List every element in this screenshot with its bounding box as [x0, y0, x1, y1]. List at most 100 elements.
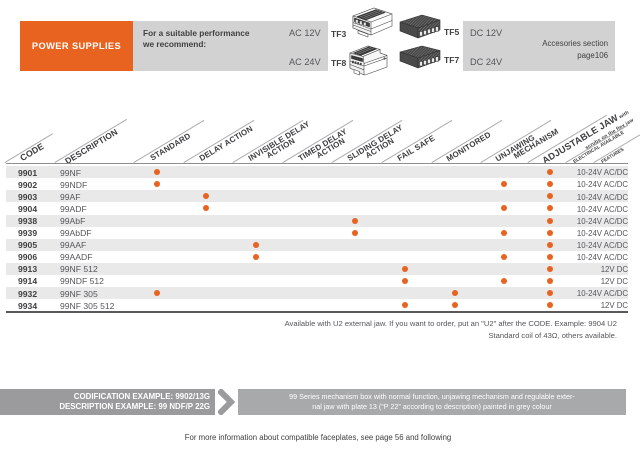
table-row-9902: 9902 99NDF 10-24V AC/DC	[6, 178, 628, 191]
header-rule-features	[593, 133, 640, 163]
row-voltage: 10-24V AC/DC	[576, 228, 628, 238]
feature-dot-adjustable_jaw	[547, 229, 553, 236]
row-code: 9904	[18, 203, 38, 214]
feature-dot-adjustable_jaw	[547, 241, 553, 248]
codification-description-box: 99 Series mechanism box with normal func…	[238, 389, 626, 415]
row-description: 99NF 512	[60, 264, 98, 275]
order-note: Available with U2 external jaw. If you w…	[284, 319, 617, 340]
table-row-9901: 9901 99NF 10-24V AC/DC	[6, 166, 628, 179]
feature-dot-adjustable_jaw	[547, 265, 553, 272]
row-voltage: 12V DC	[600, 301, 628, 311]
transformer-tf8-image	[349, 45, 388, 76]
header-rule-monitored	[431, 119, 503, 163]
feature-dot-adjustable_jaw	[547, 181, 553, 188]
row-description: 99NDF 512	[60, 276, 104, 287]
table-row-9932: 9932 99NF 305 10-24V AC/DC	[6, 287, 628, 300]
header-rule-fail_safe	[381, 119, 453, 163]
row-voltage: 12V DC	[600, 265, 628, 275]
row-voltage: 10-24V AC/DC	[576, 192, 628, 202]
table-row-9905: 9905 99AAF 10-24V AC/DC	[6, 238, 628, 251]
column-header-sliding_delay: SLIDING DELAY ACTION	[345, 122, 407, 168]
recommend-text: For a suitable performance we recommend:	[143, 28, 250, 49]
tf7-label: TF7	[444, 55, 460, 65]
feature-dot-invisible_delay	[253, 253, 259, 260]
feature-dot-fail_safe	[402, 302, 408, 309]
row-description: 99NF	[60, 167, 82, 178]
header-rule-adjustable_jaw	[527, 114, 607, 163]
column-header-fail_safe: FAIL SAFE	[395, 133, 437, 163]
tf3-label: TF3	[331, 29, 347, 39]
codification-box: CODIFICATION EXAMPLE: 9902/13G DESCRIPTI…	[0, 389, 215, 415]
row-description: 99AADF	[60, 252, 93, 263]
row-description: 99AF	[60, 191, 81, 202]
column-header-line: ACTION	[315, 135, 347, 160]
table-row-9934: 9934 99NF 305 512 12V DC	[6, 299, 628, 312]
row-voltage: 10-24V AC/DC	[576, 289, 628, 299]
header-rule-timed_delay	[282, 119, 354, 163]
dc-24v-label: DC 24V	[470, 57, 503, 67]
table-row-9904: 9904 99ADF 10-24V AC/DC	[6, 202, 628, 215]
row-code: 9932	[18, 288, 38, 299]
feature-dot-unjawing	[501, 229, 507, 236]
header-rule-electrical	[565, 125, 628, 163]
dc-accessories-box: DC 12V DC 24V Accesories section page106	[463, 21, 615, 71]
row-description: 99AbDF	[60, 228, 92, 239]
column-header-monitored: MONITORED	[444, 129, 493, 164]
feature-dot-adjustable_jaw	[547, 302, 553, 309]
feature-dot-sliding_delay	[352, 229, 358, 236]
header-rule-description	[54, 118, 128, 163]
row-code: 9902	[18, 179, 38, 190]
accessories-note: Accesories section page106	[542, 39, 608, 60]
feature-dot-adjustable_jaw	[547, 277, 553, 284]
column-header-line: ACTION	[364, 135, 396, 160]
column-header-sub-text: scrubs on the flex jaw	[584, 116, 635, 151]
column-header-standard: STANDARD	[148, 130, 193, 163]
feature-dot-fail_safe	[402, 277, 408, 284]
feature-dot-adjustable_jaw	[547, 205, 553, 212]
row-description: 99NDF	[60, 179, 88, 190]
table-row-9914: 9914 99NDF 512 12V DC	[6, 274, 628, 287]
ac-12v-label: AC 12V	[289, 28, 321, 38]
power-supplies-box: POWER SUPPLIES	[20, 21, 133, 71]
recommend-box: For a suitable performance we recommend:…	[133, 21, 328, 71]
column-header-code: CODE	[18, 140, 46, 163]
row-code: 9905	[18, 240, 38, 251]
codification-description-line2: nal jaw with plate 13 (“P 22” according …	[312, 402, 552, 411]
feature-dot-monitored	[452, 302, 458, 309]
row-description: 99NF 305 512	[60, 300, 115, 311]
header-rule-standard	[133, 119, 205, 163]
row-code: 9938	[18, 216, 38, 227]
row-voltage: 12V DC	[600, 277, 628, 287]
table-bottom-border	[6, 311, 628, 313]
codification-description-line1: 99 Series mechanism box with normal func…	[289, 392, 575, 402]
feature-dot-unjawing	[501, 253, 507, 260]
feature-dot-adjustable_jaw	[547, 193, 553, 200]
column-header-line: MECHANISM	[512, 126, 561, 161]
chevron-right-icon	[218, 389, 236, 415]
feature-dot-unjawing	[501, 181, 507, 188]
transformer-tf3-image	[352, 7, 393, 38]
feature-dot-adjustable_jaw	[547, 169, 553, 176]
dc-12v-label: DC 12V	[470, 28, 503, 38]
row-code: 9934	[18, 300, 38, 311]
feature-dot-standard	[154, 169, 160, 176]
header-rule-delay	[183, 119, 255, 163]
column-header-unjawing: UNJAWING MECHANISM	[494, 121, 561, 168]
column-header-line: SLIDING DELAY	[345, 122, 405, 163]
column-header-line: ACTION	[265, 135, 297, 160]
footer-note: For more information about compatible fa…	[184, 433, 452, 442]
feature-dot-unjawing	[501, 205, 507, 212]
transformer-tf5-image	[399, 14, 441, 39]
table-row-9938: 9938 99AbF 10-24V AC/DC	[6, 214, 628, 227]
feature-dot-unjawing	[501, 277, 507, 284]
ac-24v-label: AC 24V	[289, 57, 321, 67]
codification-example: CODIFICATION EXAMPLE: 9902/13G	[73, 391, 210, 401]
column-header-line: ADJUSTABLE JAW with	[541, 107, 631, 167]
row-code: 9901	[18, 167, 38, 178]
power-supplies-label: POWER SUPPLIES	[31, 41, 122, 51]
row-code: 9939	[18, 228, 38, 239]
row-voltage: 10-24V AC/DC	[576, 204, 628, 214]
table-row-9939: 9939 99AbDF 10-24V AC/DC	[6, 226, 628, 239]
row-description: 99AAF	[60, 240, 87, 251]
column-header-line: scrubs on the flex jaw	[547, 116, 636, 173]
